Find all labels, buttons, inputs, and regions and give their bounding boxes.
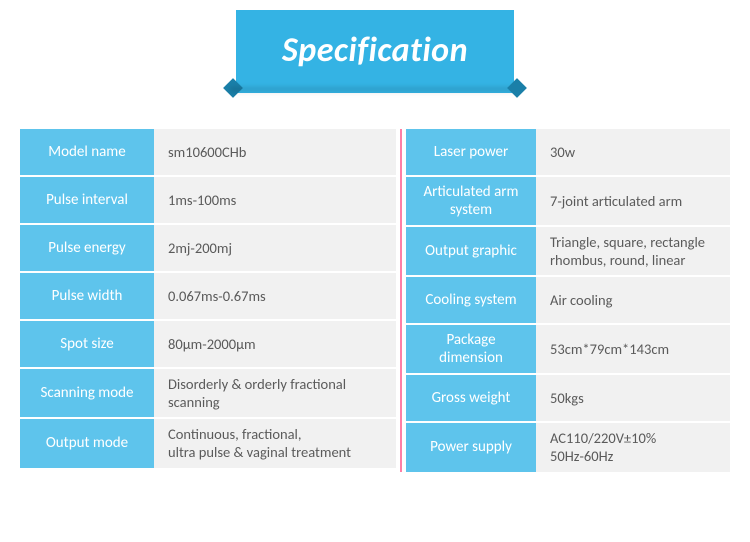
header-tab: Specification xyxy=(236,10,514,93)
spec-label: Output mode xyxy=(20,419,154,467)
header: Specification xyxy=(0,10,750,93)
spec-value: 30w xyxy=(536,129,730,175)
table-row: Pulse width 0.067ms-0.67ms xyxy=(20,273,396,321)
table-row: Scanning mode Disorderly & orderly fract… xyxy=(20,369,396,419)
table-row: Output graphic Triangle, square, rectang… xyxy=(406,227,730,277)
table-row: Output mode Continuous, fractional,ultra… xyxy=(20,419,396,467)
vertical-divider xyxy=(400,129,402,472)
table-row: Pulse interval 1ms-100ms xyxy=(20,177,396,225)
spec-value: 53cm*79cm*143cm xyxy=(536,325,730,373)
spec-value: 80μm-2000μm xyxy=(154,321,396,367)
spec-label: Output graphic xyxy=(406,227,536,275)
spec-label: Model name xyxy=(20,129,154,175)
spec-tables: Model name sm10600CHb Pulse interval 1ms… xyxy=(0,93,750,472)
table-row: Model name sm10600CHb xyxy=(20,129,396,177)
spec-value: 2mj-200mj xyxy=(154,225,396,271)
table-row: Gross weight 50kgs xyxy=(406,375,730,423)
spec-value: 7-joint articulated arm xyxy=(536,177,730,225)
spec-label: Gross weight xyxy=(406,375,536,421)
spec-label: Scanning mode xyxy=(20,369,154,417)
spec-label: Package dimension xyxy=(406,325,536,373)
spec-value: Disorderly & orderly fractional scanning xyxy=(154,369,396,417)
spec-value: sm10600CHb xyxy=(154,129,396,175)
spec-label: Pulse width xyxy=(20,273,154,319)
header-fold-shadow xyxy=(226,87,524,103)
table-row: Package dimension 53cm*79cm*143cm xyxy=(406,325,730,375)
header-title: Specification xyxy=(282,30,468,71)
spec-label: Pulse interval xyxy=(20,177,154,223)
spec-left-column: Model name sm10600CHb Pulse interval 1ms… xyxy=(20,129,396,472)
spec-value: 50kgs xyxy=(536,375,730,421)
table-row: Cooling system Air cooling xyxy=(406,277,730,325)
spec-value: Air cooling xyxy=(536,277,730,323)
spec-value: 1ms-100ms xyxy=(154,177,396,223)
spec-label: Cooling system xyxy=(406,277,536,323)
spec-label: Pulse energy xyxy=(20,225,154,271)
spec-label: Power supply xyxy=(406,423,536,471)
table-row: Articulated arm system 7-joint articulat… xyxy=(406,177,730,227)
spec-label: Laser power xyxy=(406,129,536,175)
spec-value: 0.067ms-0.67ms xyxy=(154,273,396,319)
spec-label: Spot size xyxy=(20,321,154,367)
spec-value: Triangle, square, rectangle rhombus, rou… xyxy=(536,227,730,275)
table-row: Power supply AC110/220V±10%50Hz-60Hz xyxy=(406,423,730,471)
spec-value: AC110/220V±10%50Hz-60Hz xyxy=(536,423,730,471)
spec-right-column: Laser power 30w Articulated arm system 7… xyxy=(406,129,730,472)
header-shadow-bar xyxy=(230,87,520,95)
spec-value: Continuous, fractional,ultra pulse & vag… xyxy=(154,419,396,467)
table-row: Pulse energy 2mj-200mj xyxy=(20,225,396,273)
table-row: Spot size 80μm-2000μm xyxy=(20,321,396,369)
spec-label: Articulated arm system xyxy=(406,177,536,225)
table-row: Laser power 30w xyxy=(406,129,730,177)
